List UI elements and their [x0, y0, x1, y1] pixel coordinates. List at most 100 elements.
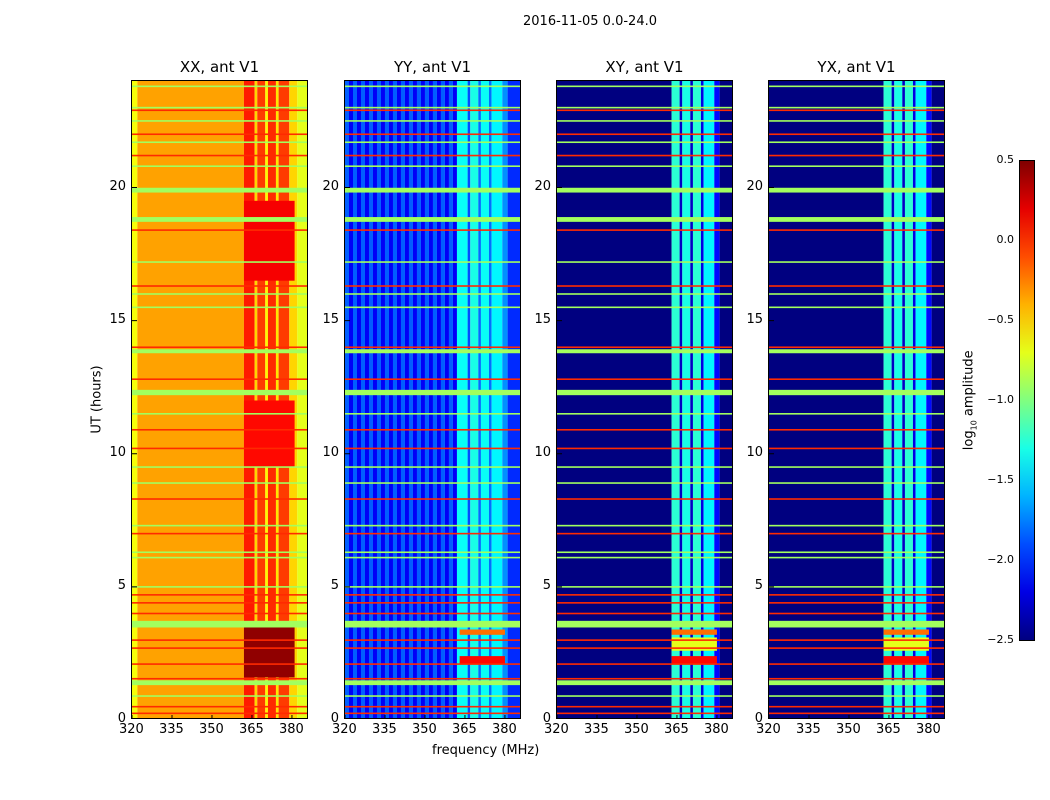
freq-stripe [392, 81, 397, 718]
flagged-row [557, 594, 732, 596]
flagged-row [345, 217, 520, 222]
flagged-row [345, 677, 520, 680]
heatmap-xx [131, 80, 308, 719]
freq-band [915, 81, 927, 718]
x-tick-label: 350 [835, 722, 861, 737]
flagged-row [345, 293, 520, 295]
colorbar-label-rest: amplitude [961, 350, 977, 421]
flagged-row [769, 695, 944, 697]
colorbar-tick-label: 0.0 [996, 233, 1015, 246]
flagged-row [345, 620, 520, 628]
flagged-row [132, 413, 307, 415]
flagged-row [769, 482, 944, 484]
flagged-row [132, 524, 307, 527]
flagged-row [769, 217, 944, 222]
flagged-row [345, 695, 520, 697]
colorbar [1019, 160, 1035, 641]
x-tick-label: 320 [332, 722, 357, 737]
y-tick-label: 5 [330, 577, 339, 593]
flagged-row [769, 85, 944, 88]
flagged-row [557, 612, 732, 615]
flagged-row [132, 141, 307, 144]
y-tick-label: 10 [746, 444, 763, 460]
freq-stripe [436, 81, 441, 718]
flagged-row [557, 109, 732, 112]
flagged-row [769, 639, 944, 641]
flagged-row [557, 306, 732, 309]
flagged-row [557, 120, 732, 122]
y-tick-label: 0 [117, 711, 126, 726]
flagged-row [132, 602, 307, 604]
flagged-row [132, 229, 307, 231]
freq-band [243, 81, 255, 718]
flagged-row [345, 85, 520, 88]
panel-yx: YX, ant V1 320 335 350 365 380 0 5 10 15 20 [746, 58, 945, 737]
freq-band [692, 81, 701, 718]
heatmap-yy [344, 80, 521, 719]
x-tick-label: 335 [158, 722, 184, 737]
freq-band [719, 81, 732, 718]
flagged-row [345, 133, 520, 136]
freq-stripe [404, 81, 409, 718]
flagged-row [769, 602, 944, 604]
freq-band [912, 81, 916, 718]
flagged-row [132, 532, 307, 535]
flagged-row [557, 141, 732, 144]
flagged-row [132, 677, 307, 680]
freq-stripe [380, 81, 385, 718]
flagged-row [345, 229, 520, 231]
time-block [459, 629, 505, 635]
flagged-row [769, 556, 944, 559]
flagged-row [769, 293, 944, 295]
flagged-row [345, 187, 520, 193]
flagged-row [557, 498, 732, 500]
flagged-row [132, 165, 307, 167]
flagged-row [769, 620, 944, 628]
flagged-row [132, 551, 307, 554]
flagged-row [132, 133, 307, 136]
freq-stripe [440, 81, 445, 718]
x-tick-label: 380 [915, 722, 941, 737]
time-block [671, 629, 717, 635]
freq-stripe [388, 81, 393, 718]
flagged-row [132, 378, 307, 380]
panel-title: XX, ant V1 [179, 58, 260, 76]
x-tick-label: 335 [795, 722, 821, 737]
flagged-row [345, 612, 520, 615]
flagged-row [769, 378, 944, 380]
flagged-row [132, 498, 307, 500]
flagged-row [557, 620, 732, 628]
freq-band [557, 81, 672, 718]
freq-band [254, 81, 258, 718]
freq-band [902, 81, 905, 718]
flagged-row [769, 594, 944, 596]
flagged-row [345, 602, 520, 604]
flagged-row [345, 482, 520, 484]
x-tick-label: 335 [583, 722, 609, 737]
flagged-row [132, 349, 307, 354]
y-tick-label: 10 [534, 444, 551, 460]
flagged-row [345, 141, 520, 144]
x-tick-label: 365 [238, 722, 264, 737]
flagged-row [132, 712, 307, 715]
y-tick-label: 15 [109, 311, 126, 327]
flagged-row [345, 532, 520, 535]
flagged-row [132, 106, 307, 109]
freq-band [904, 81, 913, 718]
flagged-row [769, 389, 944, 396]
flagged-row [345, 639, 520, 641]
x-tick-label: 320 [544, 722, 569, 737]
y-tick-label: 5 [542, 577, 551, 593]
freq-stripe [420, 81, 425, 718]
flagged-row [769, 447, 944, 450]
panel-title: YX, ant V1 [817, 58, 896, 76]
freq-band [289, 81, 298, 718]
flagged-row [345, 498, 520, 500]
flagged-row [345, 556, 520, 559]
flagged-row [769, 498, 944, 500]
freq-band [278, 81, 290, 718]
flagged-row [345, 120, 520, 122]
freq-band [926, 81, 932, 718]
flagged-row [345, 428, 520, 431]
y-tick-label: 5 [117, 577, 126, 593]
